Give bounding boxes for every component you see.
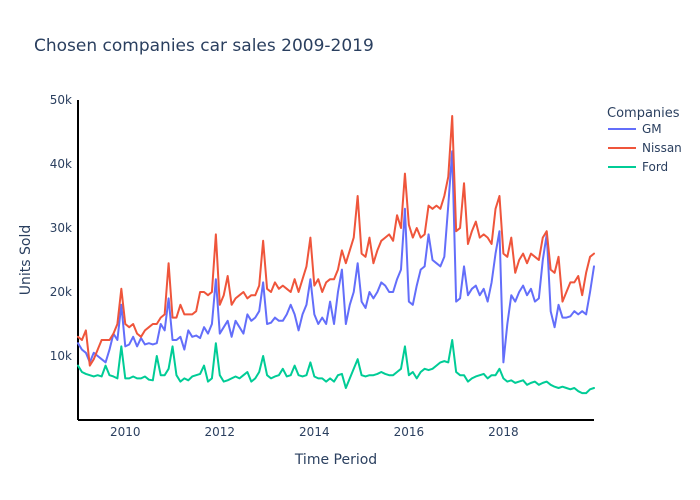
legend-label-ford[interactable]: Ford	[642, 160, 668, 174]
legend-label-nissan[interactable]: Nissan	[642, 141, 682, 155]
legend: Companies GM Nissan Ford	[607, 106, 682, 174]
x-tick-label: 2018	[488, 425, 519, 439]
y-tick-label: 50k	[50, 93, 72, 107]
y-tick-label: 40k	[50, 157, 72, 171]
chart-title: Chosen companies car sales 2009-2019	[34, 36, 374, 56]
x-tick-label: 2010	[110, 425, 141, 439]
series-layer	[77, 115, 595, 395]
series-line-gm	[77, 150, 595, 364]
x-axis-title: Time Period	[294, 452, 377, 468]
x-tick-label: 2012	[205, 425, 236, 439]
y-tick-label: 30k	[50, 221, 72, 235]
y-axis-title: Units Sold	[18, 225, 34, 295]
plot-area	[77, 100, 594, 421]
y-tick-label: 20k	[50, 285, 72, 299]
y-ticks: 10k 20k 30k 40k 50k	[50, 93, 72, 363]
series-line-nissan	[77, 115, 595, 367]
x-tick-label: 2014	[299, 425, 330, 439]
legend-title: Companies	[607, 106, 680, 121]
x-tick-label: 2016	[394, 425, 425, 439]
series-line-ford	[77, 339, 595, 395]
y-tick-label: 10k	[50, 349, 72, 363]
x-ticks: 2010 2012 2014 2016 2018	[110, 425, 519, 439]
legend-label-gm[interactable]: GM	[642, 122, 662, 136]
